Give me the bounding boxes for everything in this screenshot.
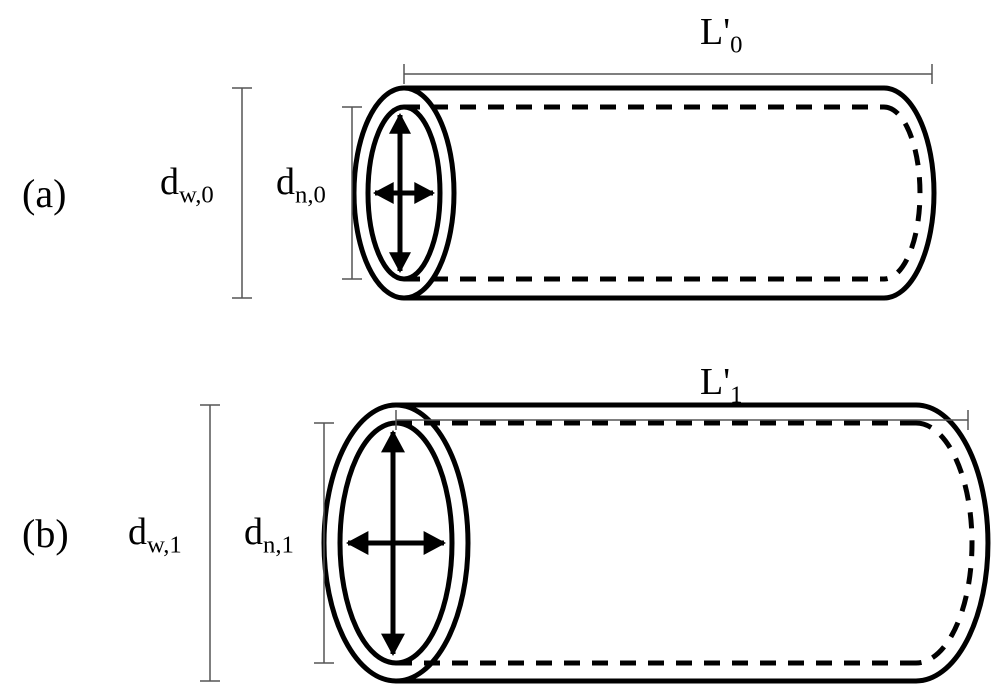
diagram-svg — [0, 0, 1000, 697]
inner-dia-label-b-sub: n,1 — [263, 532, 294, 559]
inner-dia-label-a-main: d — [276, 161, 295, 203]
length-label-a: L'0 — [700, 10, 742, 60]
outer-dia-label-b-sub: w,1 — [147, 532, 182, 559]
panel-a-tag: (a) — [22, 170, 66, 217]
inner-dia-label-a: dn,0 — [276, 160, 326, 210]
inner-dia-label-a-sub: n,0 — [295, 182, 326, 209]
outer-dia-label-b: dw,1 — [128, 510, 182, 560]
length-label-a-sub: 0 — [730, 32, 742, 59]
diagram-root: (a) L'0 dw,0 dn,0 (b) L'1 dw,1 dn,1 — [0, 0, 1000, 697]
outer-dia-label-a: dw,0 — [160, 160, 214, 210]
length-label-b: L'1 — [700, 360, 742, 410]
outer-dia-label-b-main: d — [128, 511, 147, 553]
length-label-a-main: L' — [700, 11, 730, 53]
outer-dia-label-a-sub: w,0 — [179, 182, 214, 209]
outer-dia-label-a-main: d — [160, 161, 179, 203]
panel-b-tag: (b) — [22, 510, 69, 557]
length-label-b-sub: 1 — [730, 382, 742, 409]
length-label-b-main: L' — [700, 361, 730, 403]
inner-dia-label-b: dn,1 — [244, 510, 294, 560]
inner-dia-label-b-main: d — [244, 511, 263, 553]
